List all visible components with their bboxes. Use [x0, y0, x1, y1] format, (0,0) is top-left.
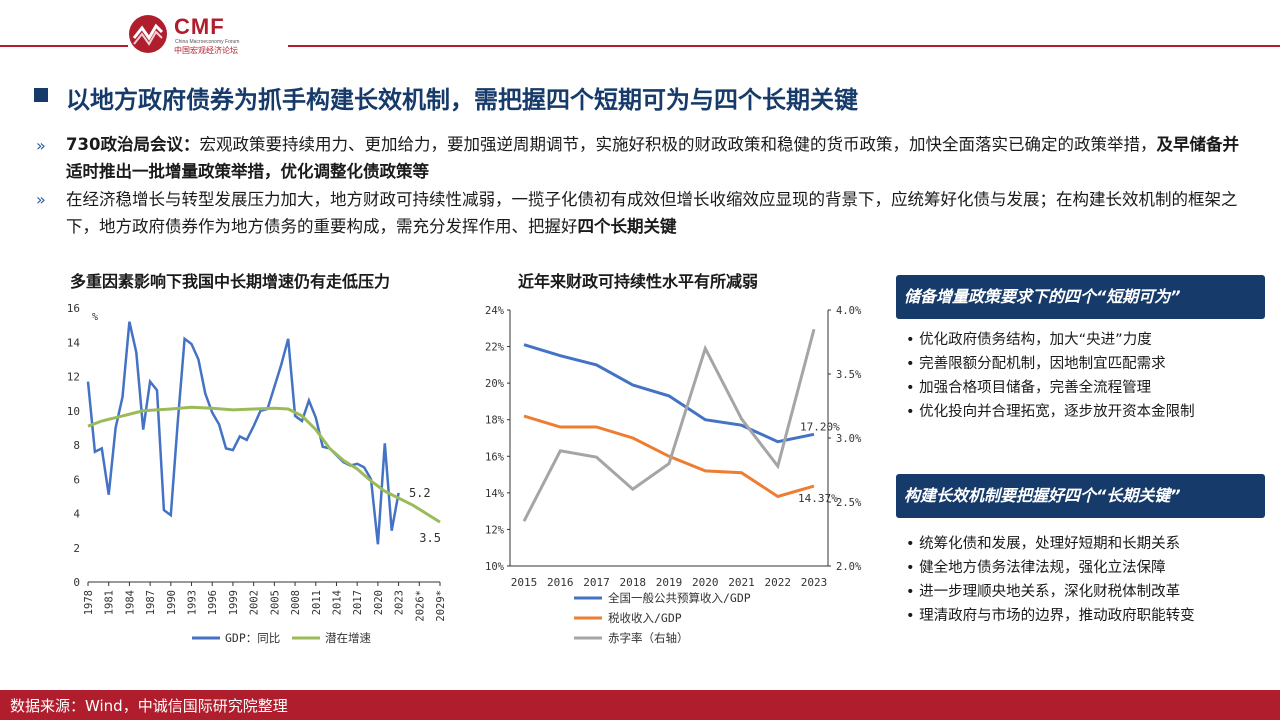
- y-left-tick-label: 24%: [485, 305, 505, 317]
- fiscal-sustainability-chart: 10% 12% 14% 16% 18% 20% 22% 24% 2.0% 2.5% 3.0% 3.5%…: [485, 305, 862, 645]
- x-tick-label: 2021: [728, 576, 755, 589]
- list-item: • 健全地方债务法律法规，强化立法保障: [906, 560, 1166, 576]
- y-right-tick-label: 4.0%: [836, 305, 862, 317]
- series-line-gdp: [86, 321, 400, 545]
- y-tick-label: 16: [67, 302, 80, 315]
- footer-bar: 数据来源：Wind，中诚信国际研究院整理: [0, 690, 1280, 720]
- gdp-growth-chart: 0 2 4 6 8 10 12 14 16% 1978 1981 1984 1987 1990 1993 19…: [67, 302, 447, 645]
- x-tick-label: 2023: [394, 590, 406, 615]
- chart-2-title: 近年来财政可持续性水平有所减弱: [518, 272, 759, 291]
- bullet-text: 宏观政策要持续用力、更加给力，要加强逆周期调节，实施好积极的财政政策和稳健的货币…: [199, 135, 1157, 154]
- x-tick-label: 1987: [145, 590, 157, 615]
- logo-english-name: China Macroeconomy Forum: [175, 39, 240, 45]
- x-tick-label: 2020: [692, 576, 719, 589]
- y-left-tick-label: 22%: [485, 342, 505, 354]
- panel-short-term-heading: 储备增量政策要求下的四个“短期可为”: [896, 275, 1265, 319]
- y-left-tick-label: 14%: [485, 488, 505, 500]
- title-square-icon: [34, 88, 48, 102]
- list-item: • 加强合格项目储备，完善全流程管理: [906, 380, 1152, 396]
- y-tick-label: 6: [73, 473, 80, 486]
- series-line-0: [523, 343, 815, 444]
- legend-label-2: 赤字率（右轴）: [608, 631, 689, 645]
- data-label-gdp-2023: 5.2: [409, 486, 431, 500]
- x-tick-label: 2022: [765, 576, 792, 589]
- y-left-tick-label: 20%: [485, 378, 505, 390]
- list-item: • 进一步理顺央地关系，深化财税体制改革: [906, 584, 1181, 600]
- y-tick-label: 4: [73, 508, 80, 521]
- series-line-1: [523, 414, 815, 499]
- bullet-paragraph-1: 730政治局会议：宏观政策要持续用力、更加给力，要加强逆周期调节，实施好积极的财…: [66, 131, 1246, 185]
- data-label-tax-2023: 14.37%: [798, 492, 838, 505]
- y-right-tick-label: 2.0%: [836, 561, 862, 573]
- y-right-tick-label: 3.5%: [836, 369, 862, 381]
- list-item: • 优化投向并合理拓宽，逐步放开资本金限制: [906, 404, 1195, 420]
- panel-long-term-list: • 统筹化债和发展，处理好短期和长期关系 • 健全地方债务法律法规，强化立法保障…: [906, 532, 1266, 628]
- x-tick-label: 2026*: [414, 590, 426, 622]
- x-tick-label: 1990: [166, 590, 178, 615]
- list-item: • 优化政府债务结构，加大“央进”力度: [906, 332, 1152, 348]
- y-tick-label: 14: [67, 336, 81, 349]
- x-tick-label: 2008: [290, 590, 302, 615]
- y-tick-label: 12: [67, 371, 80, 384]
- x-tick-label: 2011: [311, 590, 323, 615]
- header-divider: [0, 45, 1280, 47]
- y-left-tick-label: 16%: [485, 451, 505, 463]
- panel-long-term-heading: 构建长效机制要把握好四个“长期关键”: [896, 474, 1265, 518]
- y-tick-label: 10: [67, 405, 80, 418]
- y-right-tick-label: 2.5%: [836, 497, 862, 509]
- bullet-emphasis: 四个长期关键: [577, 217, 677, 236]
- legend-label-0: 全国一般公共预算收入/GDP: [608, 591, 751, 605]
- series-line-potential: [87, 405, 441, 524]
- y-right-tick-label: 3.0%: [836, 433, 862, 445]
- x-tick-label: 1984: [124, 590, 136, 615]
- x-tick-label: 2015: [511, 576, 538, 589]
- list-item: • 理清政府与市场的边界，推动政府职能转变: [906, 608, 1195, 624]
- series-line-2: [522, 328, 816, 522]
- cmf-logo: CMF China Macroeconomy Forum 中国宏观经济论坛: [128, 14, 288, 58]
- legend-label-potential: 潜在增速: [325, 631, 371, 645]
- data-source-note: 数据来源：Wind，中诚信国际研究院整理: [10, 697, 288, 715]
- x-tick-label: 1978: [83, 590, 95, 615]
- x-tick-label: 2014: [331, 590, 343, 615]
- chart-1-title: 多重因素影响下我国中长期增速仍有走低压力: [70, 272, 391, 291]
- y-left-tick-label: 18%: [485, 415, 505, 427]
- x-tick-label: 1981: [104, 590, 116, 615]
- x-tick-label: 2017: [352, 590, 364, 615]
- x-tick-label: 2029*: [435, 590, 447, 622]
- bullet-lead: 730政治局会议：: [66, 135, 200, 154]
- x-tick-label: 2016: [547, 576, 574, 589]
- x-tick-label: 1996: [207, 590, 219, 615]
- data-label-revenue-2023: 17.20%: [800, 420, 840, 433]
- page-title: 以地方政府债券为抓手构建长效机制，需把握四个短期可为与四个长期关键: [66, 86, 858, 114]
- list-item: • 统筹化债和发展，处理好短期和长期关系: [906, 536, 1181, 552]
- x-tick-label: 2023: [801, 576, 828, 589]
- bullet-paragraph-2: 在经济稳增长与转型发展压力加大，地方财政可持续性减弱，一揽子化债初有成效但增长收…: [66, 186, 1246, 240]
- x-tick-label: 2005: [269, 590, 281, 615]
- legend-label-1: 税收收入/GDP: [608, 611, 682, 625]
- x-tick-label: 1999: [228, 590, 240, 615]
- x-tick-label: 2002: [249, 590, 261, 615]
- panel-short-term-list: • 优化政府债务结构，加大“央进”力度 • 完善限额分配机制，因地制宜匹配需求 …: [906, 328, 1266, 424]
- y-left-tick-label: 12%: [485, 524, 505, 536]
- y-tick-label: 0: [73, 576, 80, 589]
- x-tick-label: 2020: [373, 590, 385, 615]
- y-tick-label: 2: [73, 542, 80, 555]
- logo-wordmark: CMF: [174, 14, 225, 39]
- x-tick-label: 2018: [620, 576, 647, 589]
- logo-chinese-name: 中国宏观经济论坛: [174, 46, 238, 55]
- bullet-marker-icon: »: [36, 190, 46, 209]
- data-label-potential-2029: 3.5: [419, 531, 441, 545]
- bullet-text: 在经济稳增长与转型发展压力加大，地方财政可持续性减弱，一揽子化债初有成效但增长收…: [66, 190, 1238, 236]
- legend-label-gdp: GDP：同比: [225, 631, 280, 645]
- x-tick-label: 2017: [583, 576, 610, 589]
- y-axis-unit: %: [92, 312, 98, 323]
- y-left-tick-label: 10%: [485, 561, 505, 573]
- y-tick-label: 8: [73, 439, 80, 452]
- x-tick-label: 2019: [656, 576, 683, 589]
- list-item: • 完善限额分配机制，因地制宜匹配需求: [906, 356, 1166, 372]
- bullet-marker-icon: »: [36, 136, 46, 155]
- x-tick-label: 1993: [187, 590, 199, 615]
- logo-emblem-icon: [129, 15, 167, 53]
- bullet-emphasis: 及早储备并适时推出一批增量政策举措，优化调整化债政策等: [66, 135, 1239, 181]
